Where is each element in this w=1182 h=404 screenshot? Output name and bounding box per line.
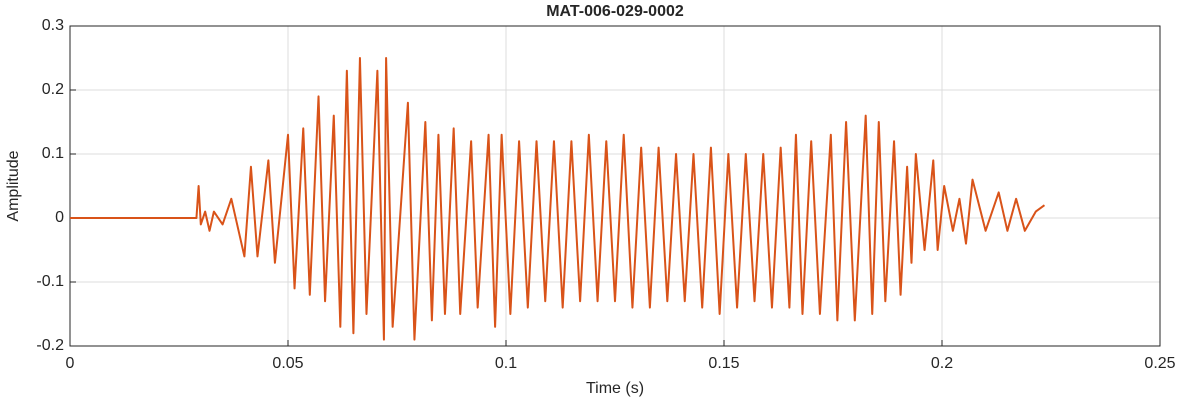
y-axis-label: Amplitude	[5, 150, 22, 221]
x-tick-label: 0.25	[1144, 355, 1175, 372]
x-tick-label: 0.15	[708, 355, 739, 372]
x-axis-label: Time (s)	[586, 380, 644, 397]
x-tick-label: 0.2	[931, 355, 953, 372]
x-tick-label: 0.05	[272, 355, 303, 372]
y-tick-label: 0	[55, 209, 64, 226]
x-tick-label: 0.1	[495, 355, 517, 372]
waveform-line	[70, 57, 1046, 341]
y-tick-label: 0.3	[42, 17, 64, 34]
plot-frame	[69, 25, 1161, 347]
y-tick-label: 0.1	[42, 145, 64, 162]
y-tick-label: 0.2	[42, 81, 64, 98]
x-tick-label: 0	[66, 355, 75, 372]
y-tick-label: -0.1	[36, 273, 64, 290]
y-tick-label: -0.2	[36, 337, 64, 354]
chart-title: MAT-006-029-0002	[546, 3, 684, 20]
